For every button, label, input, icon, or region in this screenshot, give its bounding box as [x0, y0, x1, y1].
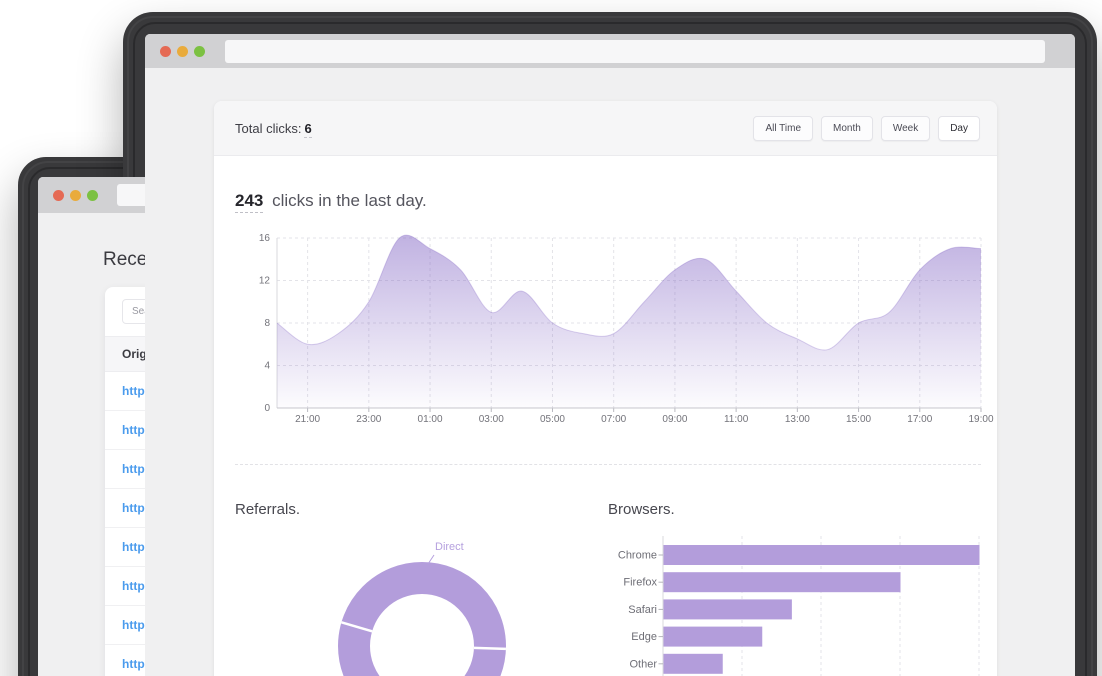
- y-axis-label: 12: [259, 276, 271, 287]
- front-url-bar[interactable]: [225, 39, 1045, 63]
- section-divider: [235, 464, 981, 465]
- bar-safari: [663, 599, 792, 620]
- filter-button-all-time[interactable]: All Time: [753, 115, 814, 141]
- minimize-icon[interactable]: [177, 45, 188, 57]
- filter-button-month[interactable]: Month: [821, 115, 873, 141]
- bar-other: [663, 653, 723, 674]
- x-axis-label: 05:00: [540, 414, 565, 425]
- x-axis-label: 07:00: [601, 414, 626, 425]
- total-clicks-value: 6: [304, 120, 312, 138]
- headline-text: clicks in the last day.: [267, 191, 427, 210]
- referrals-donut-chart: Direct: [338, 541, 506, 676]
- y-axis-label: 8: [264, 318, 270, 329]
- front-page: Total clicks: 6 All Time Month Week Day 243 …: [145, 68, 1075, 676]
- browsers-title: Browsers.: [608, 501, 675, 518]
- slice-divider: [341, 621, 373, 633]
- front-window-titlebar: [145, 34, 1075, 68]
- front-window-chrome: Total clicks: 6 All Time Month Week Day 243 …: [145, 34, 1075, 676]
- y-axis-label: 4: [264, 361, 270, 372]
- bar-firefox: [663, 572, 901, 593]
- panel-header: Total clicks: 6 All Time Month Week Day: [214, 101, 997, 156]
- direct-slice-label: Direct: [435, 541, 464, 553]
- x-axis-label: 19:00: [968, 414, 993, 425]
- x-axis-label: 11:00: [724, 414, 749, 425]
- recent-links-heading: Recen: [103, 249, 158, 270]
- area-line: [276, 234, 982, 351]
- total-clicks: Total clicks: 6: [235, 120, 312, 138]
- filter-button-day[interactable]: Day: [938, 115, 980, 141]
- x-axis-label: 01:00: [418, 414, 443, 425]
- bar-label: Safari: [628, 604, 657, 616]
- headline: 243 clicks in the last day.: [235, 191, 427, 213]
- y-axis-label: 16: [259, 233, 271, 244]
- donut-ring: [338, 562, 506, 676]
- y-axis-label: 0: [264, 403, 270, 414]
- bar-label: Chrome: [618, 550, 657, 562]
- x-axis-label: 15:00: [846, 414, 871, 425]
- bar-chrome: [663, 545, 980, 565]
- front-window: Total clicks: 6 All Time Month Week Day 243 …: [123, 12, 1097, 676]
- x-axis-label: 03:00: [479, 414, 504, 425]
- x-axis-label: 23:00: [356, 414, 381, 425]
- bar-edge: [663, 626, 763, 647]
- bar-label: Firefox: [623, 577, 657, 589]
- x-axis-label: 09:00: [662, 414, 687, 425]
- x-axis-label: 21:00: [295, 414, 320, 425]
- clicks-area-chart: 0 4 8 12 16 21:00 23:00 01:00 03:00 05:00 07:00 09:…: [259, 233, 994, 425]
- zoom-icon[interactable]: [87, 189, 98, 201]
- time-filter-group: All Time Month Week Day: [745, 115, 980, 141]
- total-clicks-label: Total clicks:: [235, 120, 302, 136]
- referrals-title: Referrals.: [235, 501, 301, 518]
- area-fill: [277, 235, 981, 408]
- bar-label: Edge: [631, 631, 657, 643]
- filter-button-week[interactable]: Week: [880, 115, 931, 141]
- slice-divider: [473, 646, 506, 651]
- bar-label: Other: [629, 658, 657, 670]
- close-icon[interactable]: [160, 45, 171, 57]
- stats-panel: Total clicks: 6 All Time Month Week Day 243 …: [214, 101, 997, 676]
- x-axis-label: 17:00: [907, 414, 932, 425]
- zoom-icon[interactable]: [194, 45, 205, 57]
- close-icon[interactable]: [53, 189, 64, 201]
- minimize-icon[interactable]: [70, 189, 81, 201]
- headline-count: 243: [235, 191, 264, 213]
- x-axis-label: 13:00: [785, 414, 810, 425]
- browsers-bar-chart: Chrome Firefox Safari Edge Other: [618, 536, 980, 676]
- direct-label-leader: [427, 554, 435, 565]
